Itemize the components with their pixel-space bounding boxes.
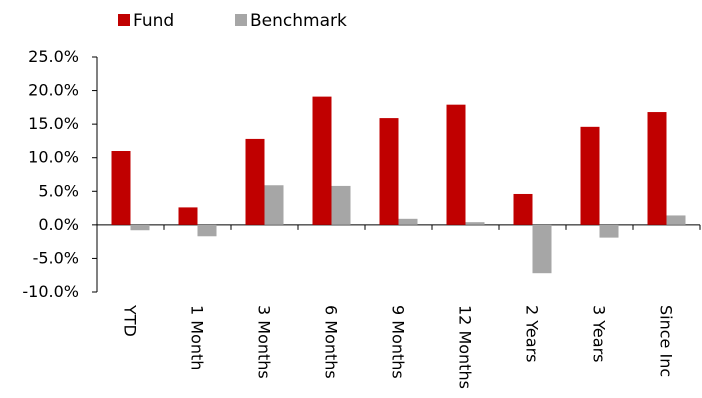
y-tick-label: 0.0% xyxy=(38,215,79,234)
y-tick-label: -5.0% xyxy=(33,248,79,267)
bar-benchmark-since-inc xyxy=(666,215,686,225)
bars xyxy=(111,96,686,274)
x-tick-label: 6 Months xyxy=(322,305,341,379)
x-tick-label: 1 Month xyxy=(188,305,207,370)
x-tick-label: Since Inc xyxy=(657,305,676,377)
bar-benchmark-3-months xyxy=(264,185,284,225)
bar-fund-9-months xyxy=(379,118,399,225)
bar-fund-since-inc xyxy=(647,112,667,225)
legend-swatch-fund xyxy=(118,14,130,26)
x-tick-label: 12 Months xyxy=(456,305,475,389)
x-tick-label: 2 Years xyxy=(523,305,542,362)
x-axis: YTD 1 Month 3 Months 6 Months 9 Months 12 Mon… xyxy=(96,224,701,389)
legend: Fund Benchmark xyxy=(118,11,347,31)
x-tick-label: 3 Months xyxy=(255,305,274,379)
x-tick-label: 9 Months xyxy=(389,305,408,379)
bar-benchmark-ytd xyxy=(130,224,150,231)
y-tick-label: -10.0% xyxy=(22,282,79,301)
y-tick-label: 10.0% xyxy=(28,148,79,167)
bar-benchmark-2-years xyxy=(532,224,552,274)
bar-fund-2-years xyxy=(513,193,533,225)
bar-fund-3-years xyxy=(580,126,600,225)
legend-swatch-benchmark xyxy=(235,14,247,26)
bar-fund-ytd xyxy=(111,151,131,225)
y-axis: 25.0% 20.0% 15.0% 10.0% 5.0% 0.0% -5.0% -10.0% xyxy=(22,47,98,301)
legend-item-fund: Fund xyxy=(118,11,174,31)
bar-benchmark-12-months xyxy=(465,222,485,225)
bar-benchmark-9-months xyxy=(398,218,418,225)
y-tick-label: 25.0% xyxy=(28,47,79,66)
bar-benchmark-6-months xyxy=(331,185,351,225)
bar-fund-3-months xyxy=(245,138,265,225)
y-tick-label: 20.0% xyxy=(28,81,79,100)
y-tick-label: 15.0% xyxy=(28,114,79,133)
y-tick-label: 5.0% xyxy=(38,181,79,200)
bar-fund-6-months xyxy=(312,96,332,225)
bar-benchmark-1-month xyxy=(197,224,217,237)
bar-benchmark-3-years xyxy=(599,224,619,238)
x-tick-label: YTD xyxy=(121,304,140,337)
legend-label-fund: Fund xyxy=(133,11,174,31)
bar-fund-12-months xyxy=(446,104,466,225)
legend-label-benchmark: Benchmark xyxy=(250,11,347,31)
legend-item-benchmark: Benchmark xyxy=(235,11,347,31)
bar-fund-1-month xyxy=(178,207,198,225)
x-tick-label: 3 Years xyxy=(590,305,609,362)
